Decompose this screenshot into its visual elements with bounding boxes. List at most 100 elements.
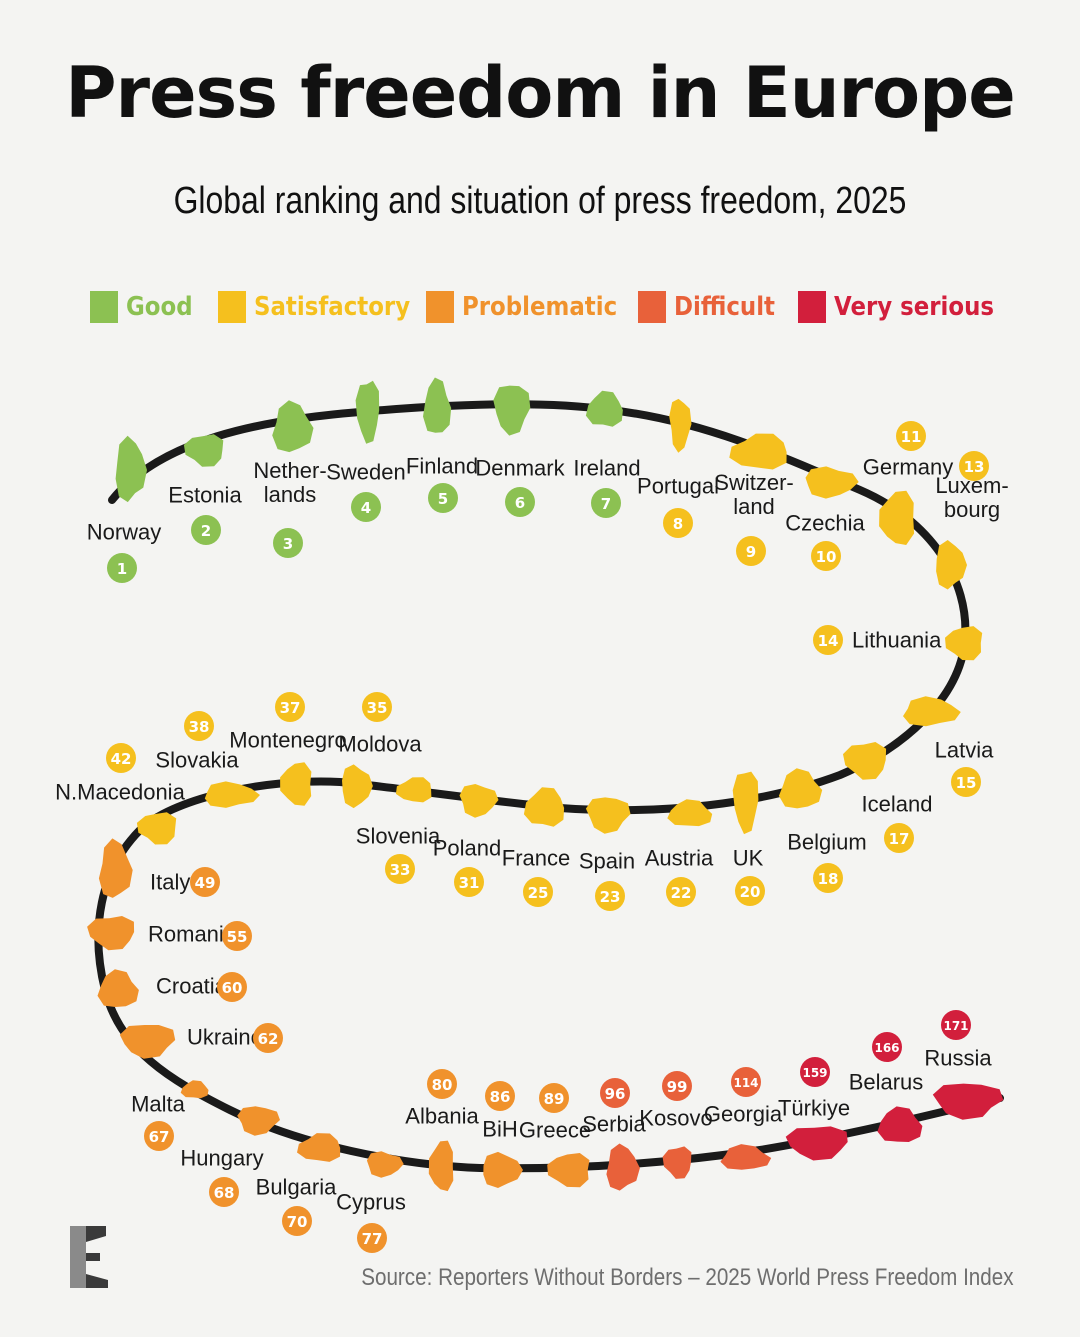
- country-shape-t-rkiye: [785, 1126, 848, 1161]
- rank-value-czechia: 10: [816, 548, 837, 566]
- country-label-switzer-land: Switzer-land: [714, 470, 793, 519]
- rank-value-nether-lands: 3: [283, 535, 293, 553]
- country-shape-ireland: [585, 390, 623, 427]
- country-uk: UK 20: [732, 771, 765, 906]
- country-shape-bulgaria: [297, 1133, 341, 1162]
- country-label-cyprus: Cyprus: [336, 1190, 406, 1215]
- rank-value-serbia: 96: [605, 1085, 626, 1103]
- rank-value-n-macedonia: 42: [111, 750, 132, 768]
- country-label-ukraine: Ukraine: [187, 1025, 263, 1050]
- rank-badge-lithuania: [813, 625, 843, 655]
- rank-badge-russia: [941, 1010, 971, 1040]
- legend-label-difficult: Difficult: [674, 292, 775, 322]
- country-label-croatia: Croatia: [156, 974, 228, 999]
- country-label-slovenia: Slovenia: [356, 824, 441, 849]
- country-shape-sweden: [355, 380, 380, 444]
- rank-value-ukraine: 62: [258, 1030, 279, 1048]
- rank-value-norway: 1: [117, 560, 127, 578]
- rank-badge-cyprus: [357, 1223, 387, 1253]
- country-label-poland: Poland: [433, 836, 502, 861]
- country-shape-uk: [732, 771, 759, 835]
- legend-label-good: Good: [126, 292, 193, 322]
- country-slovenia: Slovenia 33: [356, 777, 441, 884]
- legend-item-problematic: Problematic: [426, 288, 638, 326]
- rank-badge-georgia: [731, 1067, 761, 1097]
- country-shape-belgium: [778, 768, 823, 809]
- rank-value-belarus: 166: [874, 1041, 899, 1055]
- country-austria: Austria 22: [645, 799, 714, 907]
- country-shape-russia: [932, 1083, 1004, 1120]
- rank-badge-estonia: [191, 515, 221, 545]
- rank-badge-belgium: [813, 863, 843, 893]
- rank-value-slovakia: 38: [189, 718, 210, 736]
- country-label-germany: Germany: [863, 455, 953, 480]
- country-label-malta: Malta: [131, 1092, 186, 1117]
- legend-swatch-very-serious: [798, 291, 826, 323]
- rank-badge-slovenia: [385, 854, 415, 884]
- rank-badge-czechia: [811, 541, 841, 571]
- rank-badge-malta: [144, 1121, 174, 1151]
- country-label-moldova: Moldova: [338, 732, 422, 757]
- country-label-montenegro: Montenegro: [229, 728, 346, 753]
- rank-badge-bih: [485, 1081, 515, 1111]
- country-label-nether-lands: Nether-lands: [253, 458, 326, 507]
- country-label-ireland: Ireland: [573, 456, 640, 481]
- country-shape-finland: [423, 377, 452, 433]
- rank-value-moldova: 35: [367, 699, 388, 717]
- country-shape-kosovo: [662, 1146, 692, 1179]
- country-label-portugal: Portugal: [637, 474, 719, 499]
- country-label-lithuania: Lithuania: [852, 628, 942, 653]
- country-poland: Poland 31: [433, 784, 502, 897]
- country-label-greece: Greece: [519, 1118, 591, 1143]
- country-label-belgium: Belgium: [787, 830, 866, 855]
- rank-value-italy: 49: [195, 874, 216, 892]
- legend-label-very-serious: Very serious: [834, 292, 995, 322]
- country-shape-poland: [459, 784, 499, 818]
- country-label-estonia: Estonia: [168, 483, 242, 508]
- rank-value-portugal: 8: [673, 515, 683, 533]
- rank-badge-switzer-land: [736, 536, 766, 566]
- rank-value-malta: 67: [149, 1128, 170, 1146]
- rank-value-germany: 11: [901, 428, 922, 446]
- rank-badge-ukraine: [253, 1023, 283, 1053]
- country-shape-estonia: [183, 434, 224, 467]
- country-shape-nether-lands: [272, 400, 314, 453]
- country-shape-lithuania: [945, 626, 983, 661]
- country-label-romania: Romania: [148, 922, 237, 947]
- rank-badge-portugal: [663, 508, 693, 538]
- country-label-luxem-bourg: Luxem-bourg: [935, 473, 1008, 522]
- rank-badge-italy: [190, 867, 220, 897]
- legend: Good Satisfactory Problematic Difficult …: [90, 288, 1010, 328]
- rank-badge-t-rkiye: [800, 1057, 830, 1087]
- rank-value-estonia: 2: [201, 522, 211, 540]
- rank-badge-norway: [107, 553, 137, 583]
- country-label-norway: Norway: [87, 520, 162, 545]
- rank-badge-moldova: [362, 692, 392, 722]
- rank-value-ireland: 7: [601, 495, 611, 513]
- country-shape-slovakia: [204, 781, 260, 808]
- country-shape-portugal: [669, 398, 692, 453]
- rank-badge-serbia: [600, 1078, 630, 1108]
- rank-value-switzer-land: 9: [746, 543, 756, 561]
- country-label-uk: UK: [733, 846, 764, 871]
- rank-value-hungary: 68: [214, 1184, 235, 1202]
- country-shape-hungary: [237, 1106, 280, 1136]
- legend-swatch-problematic: [426, 291, 454, 323]
- rank-value-russia: 171: [943, 1019, 968, 1033]
- country-malta: Malta 67: [131, 1080, 209, 1151]
- country-shape-cyprus: [366, 1151, 404, 1178]
- rank-badge-belarus: [872, 1032, 902, 1062]
- rank-value-iceland: 17: [889, 830, 910, 848]
- country-label-n-macedonia: N.Macedonia: [55, 780, 185, 805]
- country-ireland: Ireland 7: [573, 390, 641, 518]
- rank-badge-spain: [595, 881, 625, 911]
- country-estonia: Estonia 2: [168, 434, 242, 545]
- legend-swatch-good: [90, 291, 118, 323]
- country-shape-montenegro: [280, 762, 312, 806]
- rank-value-lithuania: 14: [818, 632, 839, 650]
- country-belgium: Belgium 18: [778, 768, 867, 893]
- country-shape-luxem-bourg: [936, 540, 967, 590]
- country-label-slovakia: Slovakia: [155, 748, 239, 773]
- country-switzer-land: Switzer-land 9: [714, 433, 794, 566]
